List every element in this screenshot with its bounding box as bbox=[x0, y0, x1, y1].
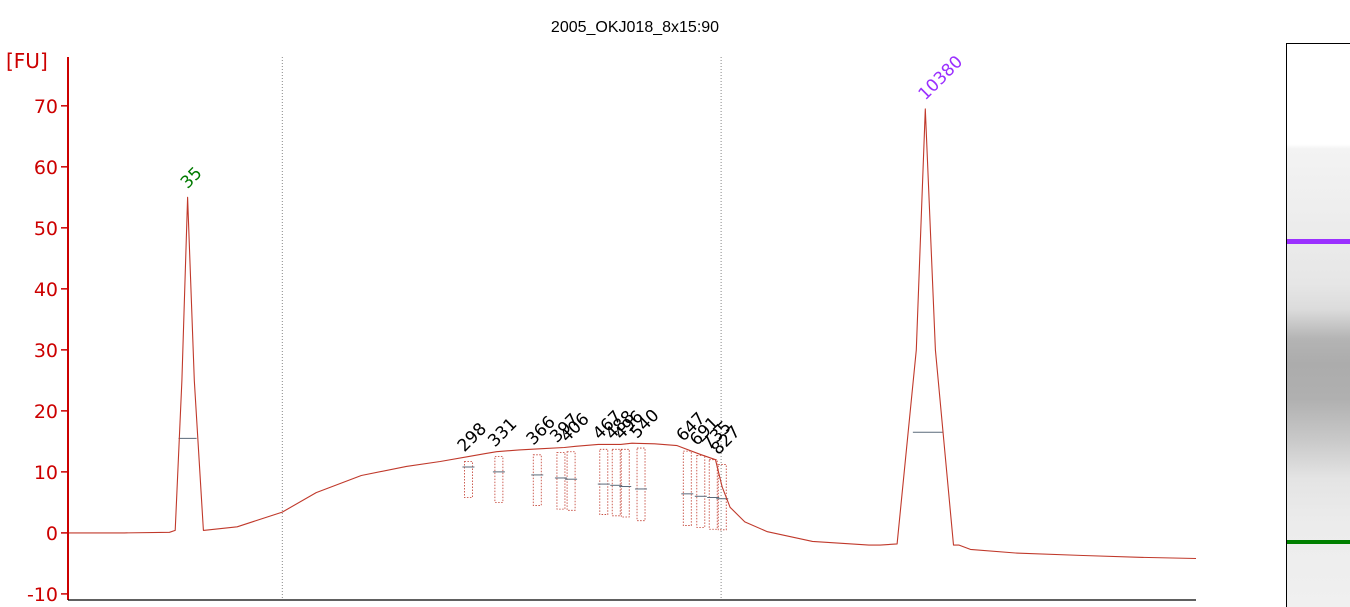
lower-marker-label: 35 bbox=[177, 163, 206, 192]
peak-region-box bbox=[708, 459, 718, 530]
y-tick-label: 60 bbox=[34, 157, 58, 179]
trace-line bbox=[68, 108, 1197, 560]
peak-region-box bbox=[611, 448, 621, 517]
y-axis-label: [FU] bbox=[6, 49, 48, 73]
peak-region-box bbox=[556, 451, 566, 510]
y-tick-label: 20 bbox=[34, 401, 58, 423]
y-tick-label: 10 bbox=[34, 462, 58, 484]
peak-size-label: 331 bbox=[484, 414, 521, 451]
gel-image-lane bbox=[1286, 43, 1350, 607]
gel-upper-marker-band bbox=[1287, 239, 1350, 244]
y-tick-label: -10 bbox=[27, 584, 58, 606]
y-tick-label: 30 bbox=[34, 340, 58, 362]
chart-title: 2005_OKJ018_8x15:90 bbox=[551, 19, 719, 36]
peak-region-box bbox=[494, 456, 504, 503]
y-tick-label: 0 bbox=[46, 523, 58, 545]
peak-region-box bbox=[532, 454, 542, 506]
peak-region-box bbox=[682, 450, 692, 526]
peak-region-box bbox=[599, 448, 609, 515]
upper-marker-label: 10380 bbox=[915, 52, 967, 104]
gel-lower-marker-band bbox=[1287, 540, 1350, 544]
peak-region-box bbox=[620, 448, 630, 518]
peak-region-box bbox=[566, 451, 576, 511]
y-tick-label: 50 bbox=[34, 218, 58, 240]
y-tick-label: 70 bbox=[34, 96, 58, 118]
peak-region-box bbox=[717, 464, 727, 531]
peak-region-box bbox=[464, 461, 473, 498]
peak-region-box bbox=[636, 447, 646, 522]
y-tick-label: 40 bbox=[34, 279, 58, 301]
peak-region-box bbox=[696, 455, 706, 528]
